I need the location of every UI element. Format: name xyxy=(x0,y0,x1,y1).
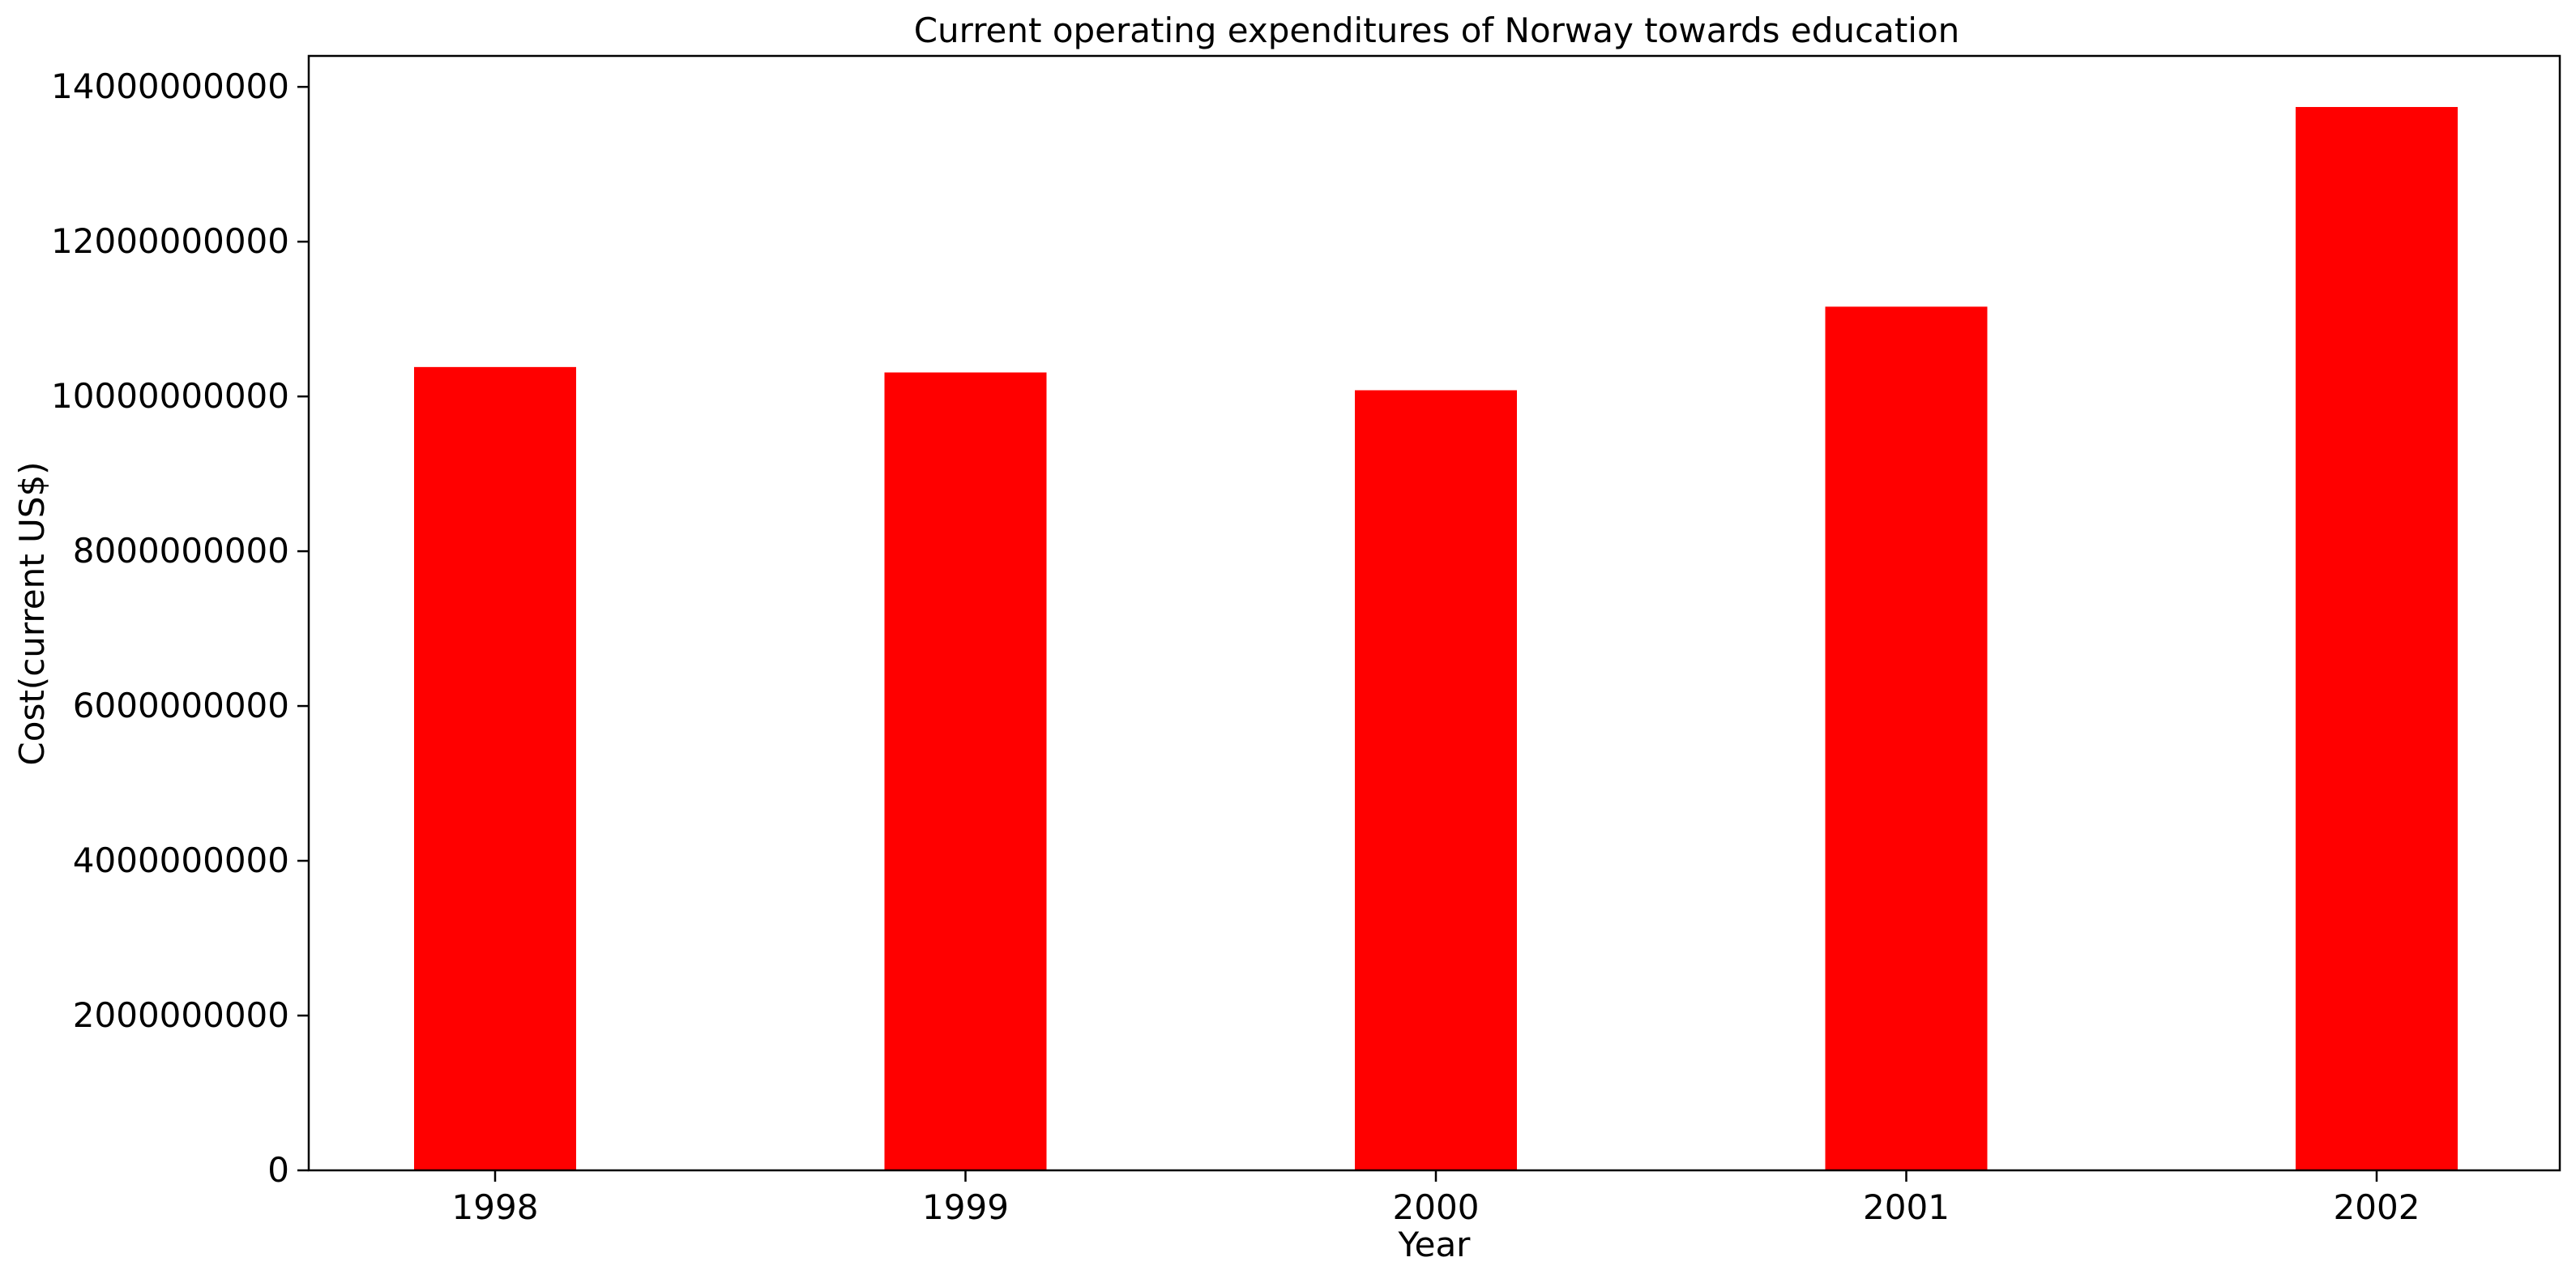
bar-1998 xyxy=(414,366,576,1171)
y-tick-label: 8000000000 xyxy=(73,531,289,571)
x-axis-label: Year xyxy=(1398,1225,1472,1264)
bar-2002 xyxy=(2296,107,2458,1170)
bar-1999 xyxy=(884,372,1047,1170)
x-tick-label: 2001 xyxy=(1863,1187,1950,1227)
x-tick-label: 1998 xyxy=(452,1187,539,1227)
x-tick-label: 2000 xyxy=(1393,1187,1480,1227)
y-tick-label: 2000000000 xyxy=(73,995,289,1035)
plot-frame xyxy=(307,54,2561,1172)
chart-title: Current operating expenditures of Norway… xyxy=(914,11,1960,50)
y-axis-ticks: 0 2000000000 4000000000 6000000000 800000000… xyxy=(51,66,309,1190)
bar-2000 xyxy=(1355,390,1517,1170)
y-tick-label: 10000000000 xyxy=(51,376,289,416)
y-tick-label: 4000000000 xyxy=(73,840,289,880)
bars-layer xyxy=(414,107,2458,1171)
x-tick-label: 2002 xyxy=(2334,1187,2420,1227)
bar-2001 xyxy=(1825,306,1988,1170)
y-axis-label: Cost(current US$) xyxy=(12,461,52,765)
y-tick-label: 14000000000 xyxy=(51,66,289,106)
y-tick-label: 0 xyxy=(267,1150,289,1190)
y-tick-label: 12000000000 xyxy=(51,221,289,261)
y-tick-label: 6000000000 xyxy=(73,686,289,725)
x-axis-ticks: 1998 1999 2000 2001 2002 xyxy=(452,1170,2420,1227)
x-tick-label: 1999 xyxy=(922,1187,1009,1227)
